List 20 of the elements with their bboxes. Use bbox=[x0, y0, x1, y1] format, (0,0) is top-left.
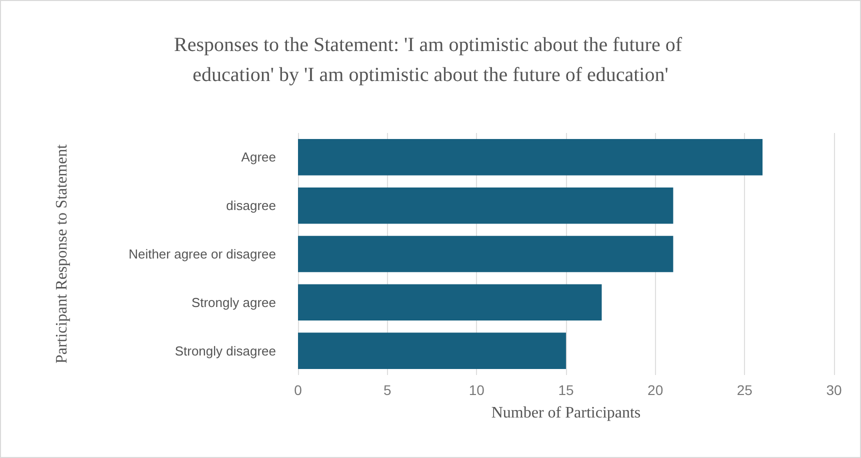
x-tick-label: 20 bbox=[648, 382, 664, 398]
x-tick-label: 15 bbox=[558, 382, 574, 398]
y-tick-label: disagree bbox=[226, 198, 276, 214]
chart-title: Responses to the Statement: 'I am optimistic about the future of education' by 'I am optimistic about the future of education' bbox=[174, 34, 687, 86]
y-axis-title: Participant Response to Statement bbox=[54, 144, 70, 364]
x-tick-label: 25 bbox=[736, 382, 753, 398]
x-tick-label: 5 bbox=[383, 382, 392, 398]
bar bbox=[298, 236, 674, 272]
y-tick-label: Neither agree or disagree bbox=[128, 246, 276, 262]
x-axis-title: Number of Participants bbox=[491, 404, 641, 422]
bar bbox=[298, 187, 674, 224]
bar bbox=[298, 332, 566, 369]
bar bbox=[298, 284, 602, 321]
x-tick-label: 10 bbox=[468, 382, 485, 398]
bar bbox=[298, 139, 763, 176]
y-tick-label: Agree bbox=[241, 150, 276, 165]
x-tick-label: 30 bbox=[826, 382, 842, 398]
y-tick-label: Strongly agree bbox=[191, 294, 276, 310]
x-tick-label: 0 bbox=[294, 382, 302, 398]
y-tick-label: Strongly disagree bbox=[174, 343, 276, 358]
